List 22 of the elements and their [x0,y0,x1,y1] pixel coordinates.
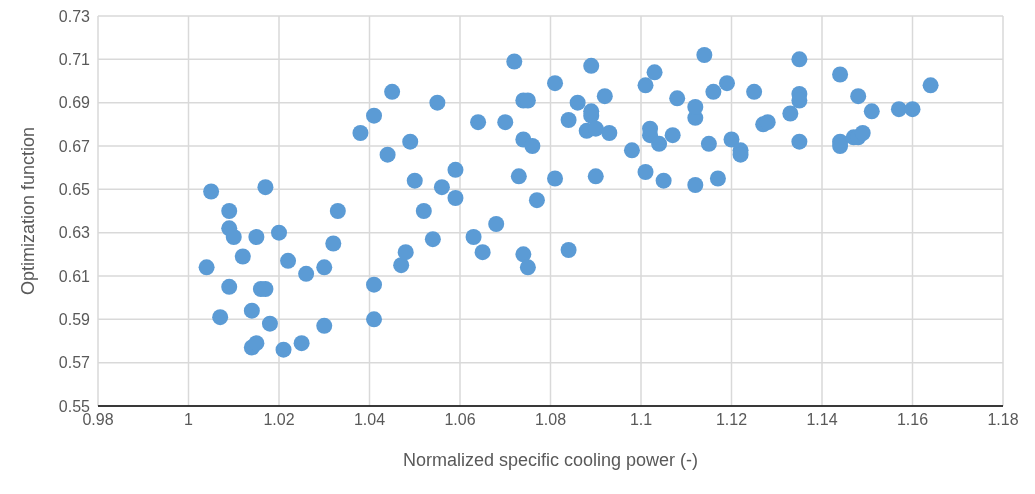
y-tick-label: 0.59 [58,311,91,329]
x-tick-label: 1.08 [534,411,567,429]
x-tick-label: 0.98 [82,411,114,429]
y-tick-label: 0.73 [58,7,91,25]
x-tick-label: 1.02 [263,411,295,429]
y-tick-label: 0.57 [58,354,91,372]
y-tick-label: 0.69 [58,94,91,112]
y-tick-label: 0.67 [58,137,91,155]
x-tick-label: 1.04 [353,411,386,429]
x-tick-label: 1.06 [444,411,476,429]
x-tick-label: 1.16 [896,411,929,429]
y-tick-label: 0.71 [58,51,91,69]
x-tick-label: 1.1 [629,411,653,429]
x-tick-label: 1.14 [806,411,838,429]
y-tick-label: 0.63 [58,224,91,242]
x-axis-title: Normalized specific cooling power (-) [402,450,699,470]
y-tick-label: 0.65 [58,181,91,199]
y-tick-label: 0.61 [58,267,91,285]
x-tick-label: 1.18 [987,411,1019,429]
x-tick-label: 1.12 [715,411,748,429]
y-axis-title: Optimization function [18,126,39,296]
x-tick-label: 1 [184,411,194,429]
